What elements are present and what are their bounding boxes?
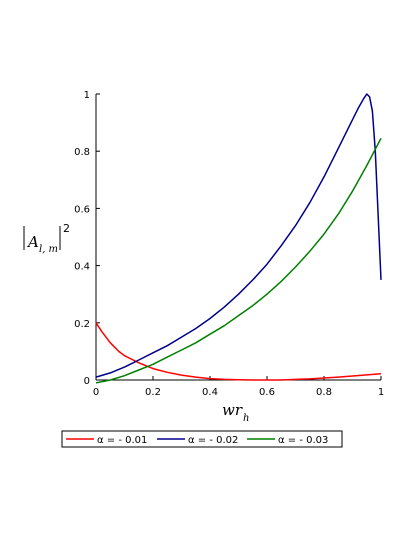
y-tick-label: 1 xyxy=(84,90,90,101)
y-tick-label: 0.4 xyxy=(74,262,90,273)
y-tick-label: 0.2 xyxy=(74,319,90,330)
legend-box xyxy=(61,430,343,448)
legend-label-3: α = - 0.03 xyxy=(278,435,328,446)
y-tick-label: 0 xyxy=(84,376,90,387)
legend-label-2: α = - 0.02 xyxy=(188,435,238,446)
series-line-3 xyxy=(95,137,382,384)
x-tick-label: 0.2 xyxy=(145,387,161,398)
legend-label-1: α = - 0.01 xyxy=(97,435,147,446)
y-axis-label-exponent: 2 xyxy=(63,222,70,235)
x-tick-label: 1 xyxy=(378,387,384,398)
y-tick-label: 0.8 xyxy=(74,147,90,158)
x-axis-label-subscript: h xyxy=(243,413,249,424)
x-tick-label: 0.4 xyxy=(202,387,218,398)
x-tick-label: 0.8 xyxy=(316,387,332,398)
y-axis-label-subscript: l, m xyxy=(39,244,58,255)
y-axis-label-base: A xyxy=(26,233,39,251)
series-lines xyxy=(95,93,382,384)
x-tick-label: 0 xyxy=(93,387,99,398)
y-axis-ticks: 0 0.2 0.4 0.6 0.8 1 xyxy=(74,90,100,387)
y-axis-label: A l, m 2 xyxy=(23,222,70,255)
x-tick-label: 0.6 xyxy=(259,387,275,398)
x-axis-label: wr h xyxy=(222,401,249,424)
axes xyxy=(95,94,381,381)
legend: α = - 0.01 α = - 0.02 α = - 0.03 xyxy=(61,430,343,448)
y-tick-label: 0.6 xyxy=(74,204,90,215)
x-axis-label-base: wr xyxy=(222,401,243,419)
series-line-2 xyxy=(95,93,382,378)
series-line-1 xyxy=(95,322,382,381)
